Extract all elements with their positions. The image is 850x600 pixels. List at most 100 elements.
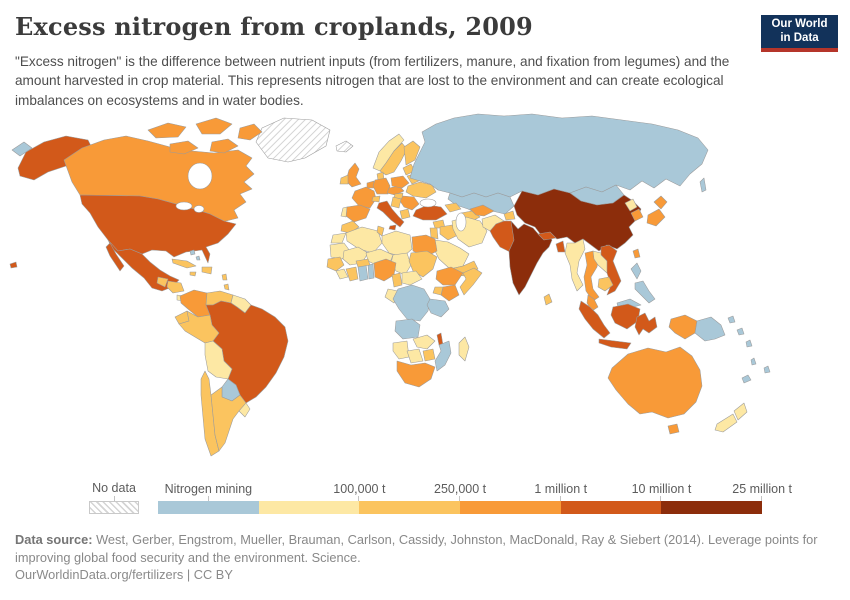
- country-canada-arctic[interactable]: [147, 122, 187, 139]
- country-poland[interactable]: [390, 175, 410, 189]
- country-canada-arctic[interactable]: [195, 117, 233, 135]
- country-chile[interactable]: [200, 370, 220, 457]
- country-madagascar[interactable]: [458, 336, 470, 362]
- country-bangladesh[interactable]: [555, 240, 566, 253]
- country-malawi[interactable]: [436, 332, 444, 346]
- country-tasmania[interactable]: [667, 423, 680, 435]
- country-guatemala[interactable]: [156, 276, 169, 288]
- legend-segment[interactable]: 1 million t: [460, 482, 587, 514]
- country-somalia[interactable]: [459, 267, 483, 296]
- country-uruguay[interactable]: [238, 402, 251, 418]
- country-japan-south[interactable]: [646, 208, 666, 227]
- country-uganda[interactable]: [432, 286, 444, 296]
- country-vietnam[interactable]: [600, 244, 622, 296]
- country-spain[interactable]: [345, 204, 371, 223]
- country-uzbekistan[interactable]: [469, 204, 495, 217]
- country-botswana[interactable]: [406, 348, 424, 364]
- legend-segment[interactable]: 250,000 t: [359, 482, 486, 514]
- country-south-africa[interactable]: [396, 360, 436, 388]
- country-png-islands[interactable]: [736, 327, 745, 336]
- country-philippines[interactable]: [634, 280, 656, 304]
- country-argentina[interactable]: [210, 386, 247, 452]
- country-papua-new-guinea[interactable]: [694, 316, 726, 342]
- country-western-sahara[interactable]: [330, 232, 347, 244]
- country-finland[interactable]: [403, 140, 421, 166]
- country-egypt[interactable]: [411, 234, 438, 258]
- country-india[interactable]: [508, 220, 553, 296]
- country-senegal-guinea[interactable]: [326, 256, 345, 272]
- country-israel-jordan[interactable]: [429, 227, 439, 240]
- country-philippines[interactable]: [630, 262, 642, 280]
- country-kyrgyzstan-tajikistan[interactable]: [503, 210, 516, 221]
- country-vanuatu[interactable]: [750, 357, 757, 366]
- country-bahamas[interactable]: [189, 249, 196, 256]
- country-java[interactable]: [598, 338, 632, 350]
- country-jamaica[interactable]: [189, 271, 197, 277]
- country-taiwan[interactable]: [632, 248, 641, 259]
- country-greenland[interactable]: [255, 117, 331, 163]
- country-australia[interactable]: [607, 346, 703, 419]
- country-new-zealand-north[interactable]: [733, 402, 748, 421]
- owid-logo[interactable]: Our World in Data: [761, 15, 838, 52]
- country-libya[interactable]: [381, 230, 413, 258]
- country-canada-arctic[interactable]: [237, 123, 263, 141]
- country-central-african-republic[interactable]: [401, 270, 423, 286]
- country-namibia[interactable]: [392, 340, 410, 360]
- legend-segment[interactable]: 10 million t: [560, 482, 691, 514]
- country-sicily[interactable]: [388, 224, 397, 231]
- country-sri-lanka[interactable]: [543, 293, 553, 306]
- country-new-caledonia[interactable]: [741, 374, 752, 384]
- country-canada-arctic[interactable]: [169, 140, 199, 155]
- country-nepal[interactable]: [537, 231, 557, 241]
- country-algeria[interactable]: [345, 226, 383, 254]
- country-ireland[interactable]: [339, 174, 349, 185]
- country-mozambique[interactable]: [434, 340, 452, 372]
- country-benin[interactable]: [367, 263, 375, 280]
- country-peru[interactable]: [178, 310, 220, 344]
- country-honduras-nicaragua[interactable]: [166, 280, 185, 294]
- country-baja[interactable]: [105, 242, 125, 272]
- country-france[interactable]: [351, 186, 377, 209]
- country-south-korea[interactable]: [630, 208, 644, 222]
- country-sulawesi[interactable]: [634, 312, 658, 336]
- legend-segment[interactable]: 100,000 t: [258, 482, 385, 514]
- country-sierra-leone-liberia[interactable]: [335, 268, 349, 280]
- country-lesser-antilles[interactable]: [223, 283, 230, 291]
- country-switzerland[interactable]: [371, 195, 381, 203]
- country-kalimantan[interactable]: [610, 303, 641, 330]
- country-bahamas[interactable]: [195, 255, 201, 261]
- country-new-zealand-south[interactable]: [714, 413, 738, 433]
- country-ukraine[interactable]: [405, 181, 437, 199]
- country-angola[interactable]: [394, 318, 421, 340]
- country-zimbabwe[interactable]: [422, 348, 436, 362]
- country-sudan[interactable]: [408, 250, 438, 278]
- country-cuba[interactable]: [171, 258, 197, 269]
- country-italy[interactable]: [376, 200, 405, 228]
- country-drc[interactable]: [392, 284, 431, 322]
- country-saudi-arabia[interactable]: [432, 239, 470, 270]
- country-germany[interactable]: [372, 177, 391, 195]
- country-papua-indonesia[interactable]: [668, 314, 698, 340]
- country-ivory-coast[interactable]: [345, 266, 359, 282]
- country-png-islands[interactable]: [727, 315, 736, 324]
- country-north-korea[interactable]: [624, 198, 638, 212]
- country-portugal[interactable]: [340, 206, 348, 218]
- country-greece[interactable]: [399, 208, 411, 220]
- country-sakhalin[interactable]: [699, 177, 707, 193]
- country-lesser-antilles[interactable]: [221, 273, 228, 281]
- country-turkey[interactable]: [412, 204, 448, 221]
- country-cameroon[interactable]: [391, 272, 403, 288]
- country-bolivia[interactable]: [204, 340, 233, 380]
- country-canada-arctic[interactable]: [209, 138, 239, 154]
- country-cambodia[interactable]: [597, 276, 614, 292]
- country-kenya[interactable]: [440, 284, 460, 302]
- country-zambia[interactable]: [412, 334, 436, 350]
- country-iceland[interactable]: [335, 140, 354, 153]
- country-solomon-islands[interactable]: [745, 339, 753, 348]
- country-russia[interactable]: [409, 113, 709, 198]
- country-burkina-faso[interactable]: [355, 258, 371, 268]
- country-fiji[interactable]: [763, 365, 771, 374]
- legend-segment[interactable]: Nitrogen mining: [158, 482, 259, 514]
- country-romania-bulgaria[interactable]: [399, 195, 420, 211]
- country-myanmar[interactable]: [564, 238, 586, 292]
